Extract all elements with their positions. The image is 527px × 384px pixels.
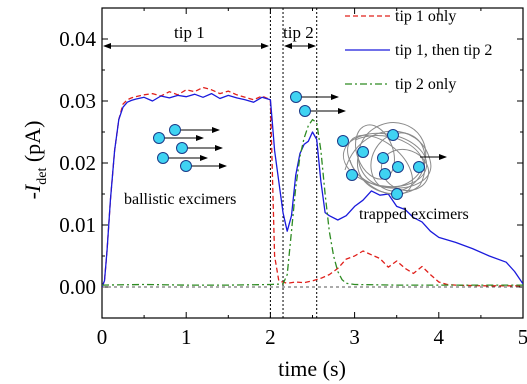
y-tick-label: 0.03	[59, 89, 96, 113]
y-tick-label: 0.02	[59, 151, 96, 175]
ballistic-excimers-illustration	[153, 124, 227, 172]
tip2-label: tip 2	[283, 23, 314, 42]
trapped-excimers-illustration	[337, 122, 447, 200]
excimer-particle	[377, 152, 389, 164]
series-line-2	[102, 118, 523, 286]
svg-text:-Idet (pA): -Idet (pA)	[20, 121, 50, 200]
legend-label-tip2-only: tip 2 only	[395, 76, 456, 93]
series-group	[102, 86, 523, 288]
x-tick-label: 0	[97, 325, 108, 349]
x-tick-label: 5	[518, 325, 527, 349]
excimer-particle	[392, 161, 404, 173]
excimer-particle	[169, 124, 181, 136]
series-line-1	[102, 92, 523, 288]
y-axis-title: -Idet (pA)	[20, 121, 50, 200]
trapped-excimers-label: trapped excimers	[359, 206, 469, 223]
legend-label-tip1-then-tip2: tip 1, then tip 2	[395, 42, 492, 59]
x-tick-label: 4	[434, 325, 445, 349]
y-tick-label: 0.01	[59, 213, 96, 237]
tip2-excimers-illustration	[290, 91, 346, 117]
x-axis: 0 1 2 3 4 5	[97, 8, 527, 349]
ballistic-excimers-label: ballistic excimers	[124, 191, 236, 208]
x-axis-title: time (s)	[278, 356, 346, 381]
excimer-particle	[337, 135, 349, 147]
excimer-particle	[153, 132, 165, 144]
y-tick-label: 0.04	[59, 27, 96, 51]
legend-label-tip1-only: tip 1 only	[395, 8, 456, 25]
excimer-particle	[387, 129, 399, 141]
y-axis: 0.00 0.01 0.02 0.03 0.04	[59, 27, 523, 319]
excimer-particle	[346, 169, 358, 181]
excimer-particle	[290, 91, 302, 103]
x-tick-label: 2	[265, 325, 276, 349]
tip1-label: tip 1	[174, 23, 205, 42]
excimer-particle	[357, 146, 369, 158]
legend: tip 1 only tip 1, then tip 2 tip 2 only	[345, 8, 492, 93]
x-tick-label: 3	[349, 325, 360, 349]
excimer-particle	[176, 142, 188, 154]
excimer-particle	[180, 160, 192, 172]
x-tick-label: 1	[181, 325, 192, 349]
excimer-particle	[299, 105, 311, 117]
excimer-particle	[391, 188, 403, 200]
y-tick-label: 0.00	[59, 275, 96, 299]
excimer-particle	[413, 161, 425, 173]
excimer-particle	[379, 168, 391, 180]
series-line-0	[102, 86, 523, 288]
excimer-particle	[157, 152, 169, 164]
